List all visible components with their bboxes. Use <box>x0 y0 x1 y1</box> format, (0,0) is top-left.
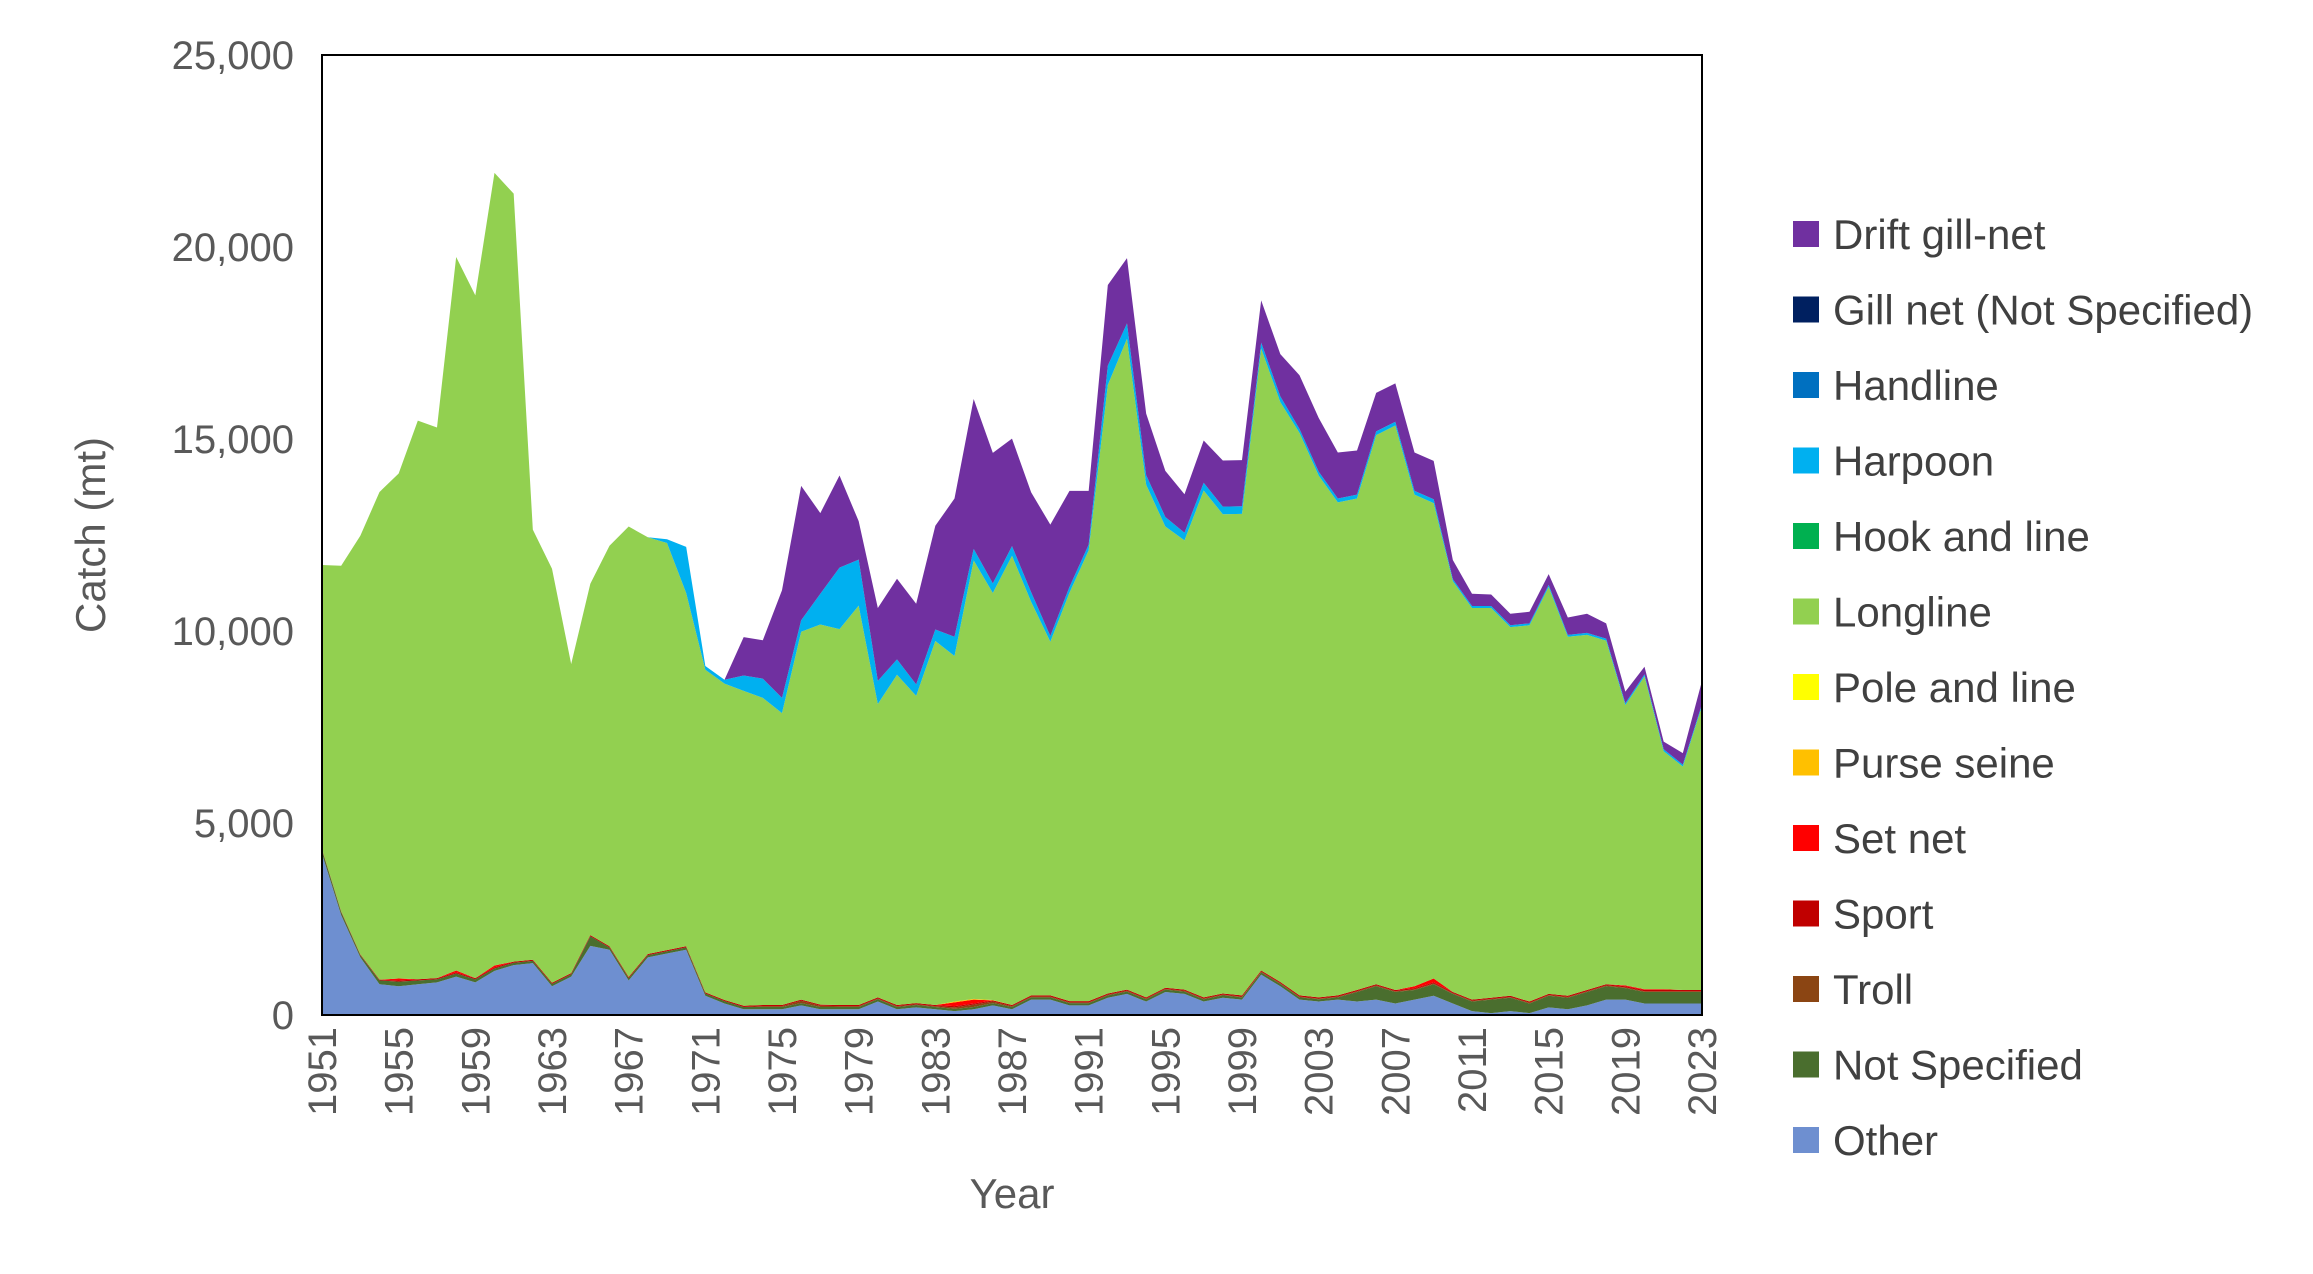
legend-label: Sport <box>1833 891 1934 938</box>
legend-label: Longline <box>1833 589 1992 636</box>
legend-label: Drift gill-net <box>1833 211 2046 258</box>
legend-label: Handline <box>1833 362 1999 409</box>
legend-label: Other <box>1833 1117 1938 1164</box>
legend-swatch <box>1793 221 1819 247</box>
x-tick-label: 1979 <box>838 1027 882 1116</box>
legend-swatch <box>1793 447 1819 474</box>
legend-swatch <box>1793 976 1819 1002</box>
legend-swatch <box>1793 674 1819 700</box>
legend-item-purse-seine: Purse seine <box>1793 740 2055 787</box>
legend-label: Not Specified <box>1833 1042 2083 1089</box>
y-tick-label: 10,000 <box>172 610 294 654</box>
legend-swatch <box>1793 598 1819 625</box>
x-tick-label: 1951 <box>301 1027 345 1116</box>
legend-label: Purse seine <box>1833 740 2055 787</box>
x-axis-title: Year <box>970 1170 1055 1217</box>
legend-swatch <box>1793 1127 1819 1153</box>
x-tick-label: 2011 <box>1451 1027 1495 1113</box>
legend-swatch <box>1793 825 1819 851</box>
legend-swatch <box>1793 296 1819 323</box>
legend-swatch <box>1793 900 1819 927</box>
legend-swatch <box>1793 523 1819 549</box>
x-tick-label: 1971 <box>684 1027 728 1116</box>
legend-swatch <box>1793 1051 1819 1078</box>
x-tick-label: 1963 <box>531 1027 575 1116</box>
legend-label: Gill net (Not Specified) <box>1833 287 2253 334</box>
x-tick-label: 1999 <box>1221 1027 1265 1116</box>
legend-item-handline: Handline <box>1793 362 1999 409</box>
y-tick-label: 15,000 <box>172 418 294 462</box>
y-tick-label: 0 <box>272 994 294 1038</box>
legend-swatch <box>1793 372 1819 398</box>
legend-item-drift-gill-net: Drift gill-net <box>1793 211 2046 258</box>
y-tick-label: 20,000 <box>172 226 294 270</box>
area-other <box>322 853 1702 1015</box>
legend-label: Harpoon <box>1833 438 1994 485</box>
x-tick-label: 2023 <box>1681 1027 1725 1116</box>
legend-label: Troll <box>1833 966 1913 1013</box>
area-series-group <box>322 172 1702 1015</box>
legend-item-sport: Sport <box>1793 891 1934 938</box>
x-tick-label: 1955 <box>378 1027 422 1116</box>
legend-item-harpoon: Harpoon <box>1793 438 1994 485</box>
x-tick-label: 2007 <box>1374 1027 1418 1116</box>
x-tick-label: 2003 <box>1298 1027 1342 1116</box>
y-tick-label: 25,000 <box>172 34 294 78</box>
legend-item-not-specified: Not Specified <box>1793 1042 2083 1089</box>
x-tick-label: 1991 <box>1068 1027 1112 1116</box>
legend-item-troll: Troll <box>1793 966 1913 1013</box>
x-tick-label: 1995 <box>1144 1027 1188 1116</box>
y-axis-ticks: 0 5,000 10,000 15,000 20,000 25,000 <box>172 34 294 1038</box>
legend-item-gill-net-not-specified: Gill net (Not Specified) <box>1793 287 2253 334</box>
x-tick-label: 2019 <box>1604 1027 1648 1116</box>
y-axis-title: Catch (mt) <box>67 437 114 633</box>
x-tick-label: 1975 <box>761 1027 805 1116</box>
legend: Drift gill-net Gill net (Not Specified) Ha… <box>1793 211 2253 1164</box>
area-longline <box>322 172 1702 1006</box>
plot-frame <box>321 54 1703 1016</box>
legend-item-longline: Longline <box>1793 589 1992 636</box>
legend-item-pole-and-line: Pole and line <box>1793 664 2076 711</box>
x-axis-ticks: 1951 1955 1959 1963 1967 1971 1975 1979 1983 1987… <box>301 1027 1725 1116</box>
area-drift-gill-net <box>322 172 1702 765</box>
x-tick-label: 1987 <box>991 1027 1035 1116</box>
legend-item-set-net: Set net <box>1793 815 1966 862</box>
x-tick-label: 1983 <box>914 1027 958 1116</box>
y-tick-label: 5,000 <box>194 802 294 846</box>
legend-label: Hook and line <box>1833 513 2090 560</box>
x-tick-label: 1967 <box>608 1027 652 1116</box>
x-tick-label: 1959 <box>454 1027 498 1116</box>
legend-label: Pole and line <box>1833 664 2076 711</box>
legend-label: Set net <box>1833 815 1966 862</box>
legend-item-other: Other <box>1793 1117 1938 1164</box>
legend-item-hook-and-line: Hook and line <box>1793 513 2090 560</box>
legend-swatch <box>1793 749 1819 776</box>
x-tick-label: 2015 <box>1528 1027 1572 1116</box>
